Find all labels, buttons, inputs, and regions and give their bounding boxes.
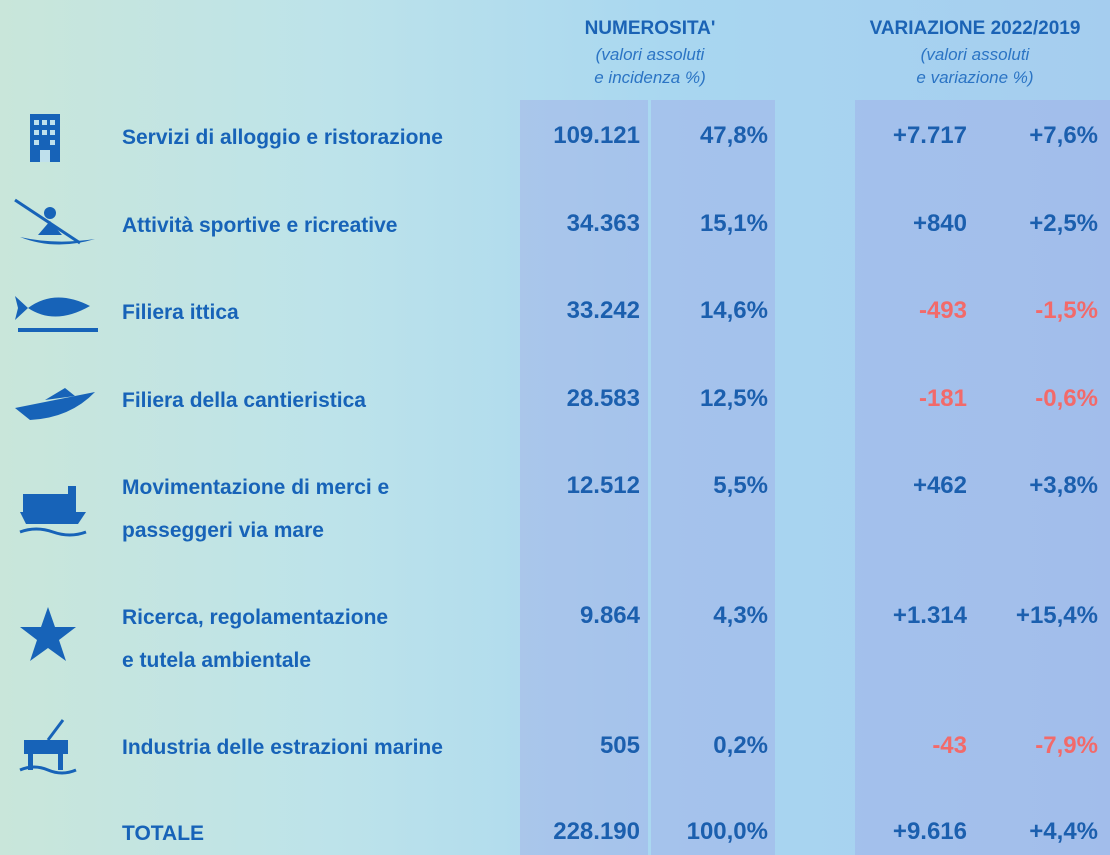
cell-value: 109.121 bbox=[553, 122, 640, 149]
starfish-icon bbox=[20, 607, 76, 661]
row-label: Industria delle estrazioni marine bbox=[122, 736, 443, 759]
cell-value: 4,3% bbox=[713, 602, 768, 629]
column-band bbox=[651, 100, 775, 855]
cell-value: +2,5% bbox=[1029, 210, 1098, 237]
column-band bbox=[855, 100, 1110, 855]
cell-value: 228.190 bbox=[553, 818, 640, 845]
cell-value: 14,6% bbox=[699, 297, 768, 324]
cell-value: -1,5% bbox=[1035, 297, 1098, 324]
cell-value: -181 bbox=[918, 385, 967, 412]
cell-value: 12,5% bbox=[699, 385, 768, 412]
cell-value: 47,8% bbox=[699, 122, 768, 149]
platform-icon bbox=[19, 719, 77, 775]
hotel-icon bbox=[30, 114, 60, 162]
row-label: Ricerca, regolamentazione bbox=[122, 606, 389, 629]
cell-value: 34.363 bbox=[566, 210, 640, 237]
ship-icon bbox=[19, 486, 87, 537]
cell-value: 0,2% bbox=[713, 732, 768, 759]
cell-value: +9.616 bbox=[892, 818, 967, 845]
cell-value: 505 bbox=[599, 732, 640, 759]
row-label: Attività sportive e ricreative bbox=[122, 214, 398, 237]
cell-value: 33.242 bbox=[566, 297, 640, 324]
group-header: NUMEROSITA' bbox=[584, 18, 716, 39]
cell-value: -0,6% bbox=[1035, 385, 1098, 412]
cell-value: 15,1% bbox=[699, 210, 768, 237]
cell-value: -493 bbox=[918, 297, 967, 324]
cell-value: +7,6% bbox=[1029, 122, 1098, 149]
cell-value: 28.583 bbox=[566, 385, 640, 412]
cell-value: +1.314 bbox=[892, 602, 967, 629]
row-label: Movimentazione di merci e bbox=[122, 476, 390, 499]
cell-value: +3,8% bbox=[1029, 472, 1098, 499]
cell-value: 9.864 bbox=[579, 602, 640, 629]
group-subheader: e incidenza %) bbox=[594, 68, 706, 87]
group-subheader: e variazione %) bbox=[916, 68, 1034, 87]
group-subheader: (valori assoluti bbox=[920, 45, 1030, 64]
row-label: Filiera della cantieristica bbox=[122, 389, 366, 412]
row-label: TOTALE bbox=[122, 822, 205, 845]
row-label: Servizi di alloggio e ristorazione bbox=[122, 126, 443, 149]
boat-icon bbox=[15, 388, 95, 420]
fish-icon bbox=[15, 296, 98, 332]
cell-value: 100,0% bbox=[686, 818, 768, 845]
cell-value: 12.512 bbox=[566, 472, 640, 499]
row-label: passeggeri via mare bbox=[122, 519, 324, 542]
cell-value: -7,9% bbox=[1035, 732, 1098, 759]
row-label: e tutela ambientale bbox=[122, 649, 312, 672]
row-label: Filiera ittica bbox=[122, 301, 239, 324]
group-header: VARIAZIONE 2022/2019 bbox=[869, 18, 1081, 39]
cell-value: +462 bbox=[912, 472, 967, 499]
cell-value: +4,4% bbox=[1029, 818, 1098, 845]
column-band bbox=[520, 100, 648, 855]
cell-value: 5,5% bbox=[713, 472, 768, 499]
cell-value: +7.717 bbox=[892, 122, 967, 149]
cell-value: +840 bbox=[912, 210, 967, 237]
group-subheader: (valori assoluti bbox=[595, 45, 705, 64]
kayak-icon bbox=[14, 198, 95, 245]
cell-value: -43 bbox=[932, 732, 967, 759]
cell-value: +15,4% bbox=[1015, 602, 1098, 629]
